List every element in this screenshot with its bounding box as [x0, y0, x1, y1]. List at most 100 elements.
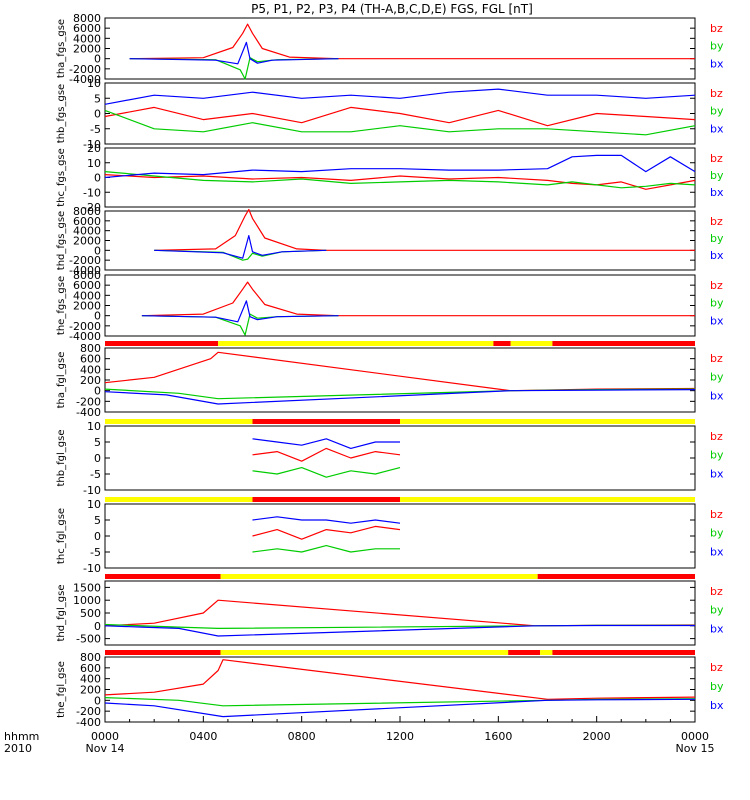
y-axis-label: tha_fgl_gse — [56, 352, 67, 409]
y-tick-label: -2000 — [69, 254, 101, 267]
series-line-bz — [104, 351, 696, 392]
legend-bz: bz — [710, 661, 723, 674]
y-tick-label: 6000 — [73, 22, 101, 35]
panel-thc_fgl_gse: 10 5 0 -5 -10 thc_fgl_gse bz by bx — [56, 498, 724, 575]
x-tick-label: 0400 — [189, 730, 217, 743]
y-tick-label: 5 — [94, 436, 101, 449]
y-tick-label: 0 — [94, 108, 101, 121]
y-tick-label: -10 — [83, 186, 101, 199]
panel-thc_fgs_gse: 20 10 0-10 -20 thc_fgs_gse bz by bx — [56, 142, 724, 214]
panel-frame — [104, 210, 696, 271]
x-date-label: Nov 15 — [676, 742, 715, 755]
y-tick-label: -400 — [76, 716, 101, 729]
series-line-by — [129, 57, 339, 80]
y-tick-label: 10 — [87, 498, 101, 511]
y-tick-label: 200 — [80, 684, 101, 697]
y-axis-label: thb_fgl_gse — [56, 430, 67, 487]
y-tick-label: 6000 — [73, 279, 101, 292]
series-line-by — [104, 109, 696, 136]
mode-bar-segment — [400, 419, 695, 424]
panel-frame — [104, 580, 696, 646]
series-line-bz — [104, 174, 696, 190]
series-line-bx — [104, 88, 696, 105]
y-tick-label: 20 — [87, 142, 101, 155]
y-axis-label: the_fgs_gse — [56, 276, 67, 335]
series-line-bz — [141, 281, 695, 317]
y-tick-label: -4000 — [69, 73, 101, 86]
legend-bx: bx — [710, 622, 724, 635]
mode-bar-segment — [552, 341, 695, 346]
y-tick-label: 0 — [94, 620, 101, 633]
y-tick-label: -10 — [83, 562, 101, 575]
y-tick-label: 10 — [87, 157, 101, 170]
y-tick-label: 1500 — [73, 581, 101, 594]
mode-bar-segment — [218, 341, 494, 346]
y-tick-label: -4000 — [69, 264, 101, 277]
y-tick-label: -5 — [90, 123, 101, 136]
series-line-bx — [129, 41, 339, 65]
y-tick-label: -500 — [76, 633, 101, 646]
y-tick-label: -200 — [76, 395, 101, 408]
y-tick-label: 0 — [94, 172, 101, 185]
series-line-bz — [252, 447, 401, 462]
legend-bx: bx — [710, 249, 724, 262]
y-tick-label: 2000 — [73, 300, 101, 313]
legend-bx: bx — [710, 186, 724, 199]
x-tick-label: 0000 — [681, 730, 709, 743]
mode-bar-segment — [105, 341, 219, 346]
y-axis-label: thd_fgl_gse — [56, 585, 67, 642]
y-tick-label: 400 — [80, 363, 101, 376]
year-row-label: 2010 — [4, 742, 32, 755]
y-axis-label: thd_fgs_gse — [56, 211, 67, 270]
series-line-bx — [104, 389, 696, 405]
mode-bar-segment — [400, 497, 695, 502]
series-line-by — [104, 697, 696, 707]
mode-bar-segment — [510, 341, 553, 346]
legend-bx: bx — [710, 314, 724, 327]
y-tick-label: 6000 — [73, 215, 101, 228]
y-tick-label: -10 — [83, 484, 101, 497]
y-tick-label: 8000 — [73, 12, 101, 25]
y-tick-label: 5 — [94, 92, 101, 105]
panel-thb_fgl_gse: 10 5 0 -5 -10 thb_fgl_gse bz by bx — [56, 420, 724, 497]
y-tick-label: -4000 — [69, 330, 101, 343]
mode-bar-segment — [220, 574, 538, 579]
y-tick-label: 8000 — [73, 205, 101, 218]
y-axis-label: tha_fgs_gse — [56, 19, 67, 78]
y-tick-label: 2000 — [73, 43, 101, 56]
series-line-bz — [129, 23, 695, 60]
series-line-bx — [104, 698, 696, 718]
mode-bar-segment — [220, 650, 509, 655]
legend-bz: bz — [710, 508, 723, 521]
y-axis-label: thc_fgs_gse — [56, 148, 67, 207]
series-line-by — [252, 544, 400, 553]
y-tick-label: 4000 — [73, 289, 101, 302]
time-row-label: hhmm — [4, 730, 39, 743]
y-tick-label: 8000 — [73, 269, 101, 282]
panel-thb_fgs_gse: 10 5 0 -5 -10 thb_fgs_gse bz by bx — [56, 77, 724, 151]
legend-by: by — [710, 169, 724, 182]
mode-bar-segment — [552, 650, 695, 655]
legend-bz: bz — [710, 22, 723, 35]
y-tick-label: -20 — [83, 201, 101, 214]
mode-bar-group — [105, 341, 695, 655]
legend-bx: bx — [710, 467, 724, 480]
series-line-bx — [252, 516, 401, 524]
y-tick-label: 500 — [80, 607, 101, 620]
y-tick-label: -5 — [90, 546, 101, 559]
y-tick-label: 0 — [94, 244, 101, 257]
mode-bar-segment — [252, 497, 400, 502]
mode-bar-segment — [105, 574, 221, 579]
y-tick-label: -10 — [83, 138, 101, 151]
y-tick-label: 10 — [87, 77, 101, 90]
y-tick-label: -2000 — [69, 320, 101, 333]
y-tick-label: 0 — [94, 530, 101, 543]
y-tick-label: 200 — [80, 374, 101, 387]
y-tick-label: -200 — [76, 705, 101, 718]
series-line-by — [252, 467, 401, 478]
